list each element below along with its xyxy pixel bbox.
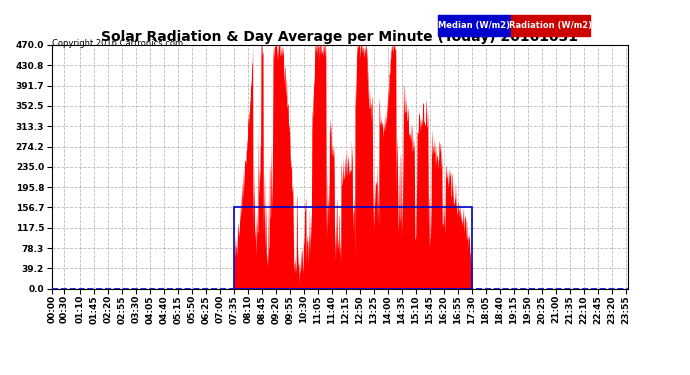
- Text: Radiation (W/m2): Radiation (W/m2): [509, 21, 592, 30]
- Title: Solar Radiation & Day Average per Minute (Today) 20161031: Solar Radiation & Day Average per Minute…: [101, 30, 578, 44]
- Bar: [234, 207, 472, 289]
- Bar: [438, 15, 511, 36]
- Text: Median (W/m2): Median (W/m2): [438, 21, 511, 30]
- Text: Copyright 2016 Cartronics.com: Copyright 2016 Cartronics.com: [52, 39, 183, 48]
- Bar: [511, 15, 590, 36]
